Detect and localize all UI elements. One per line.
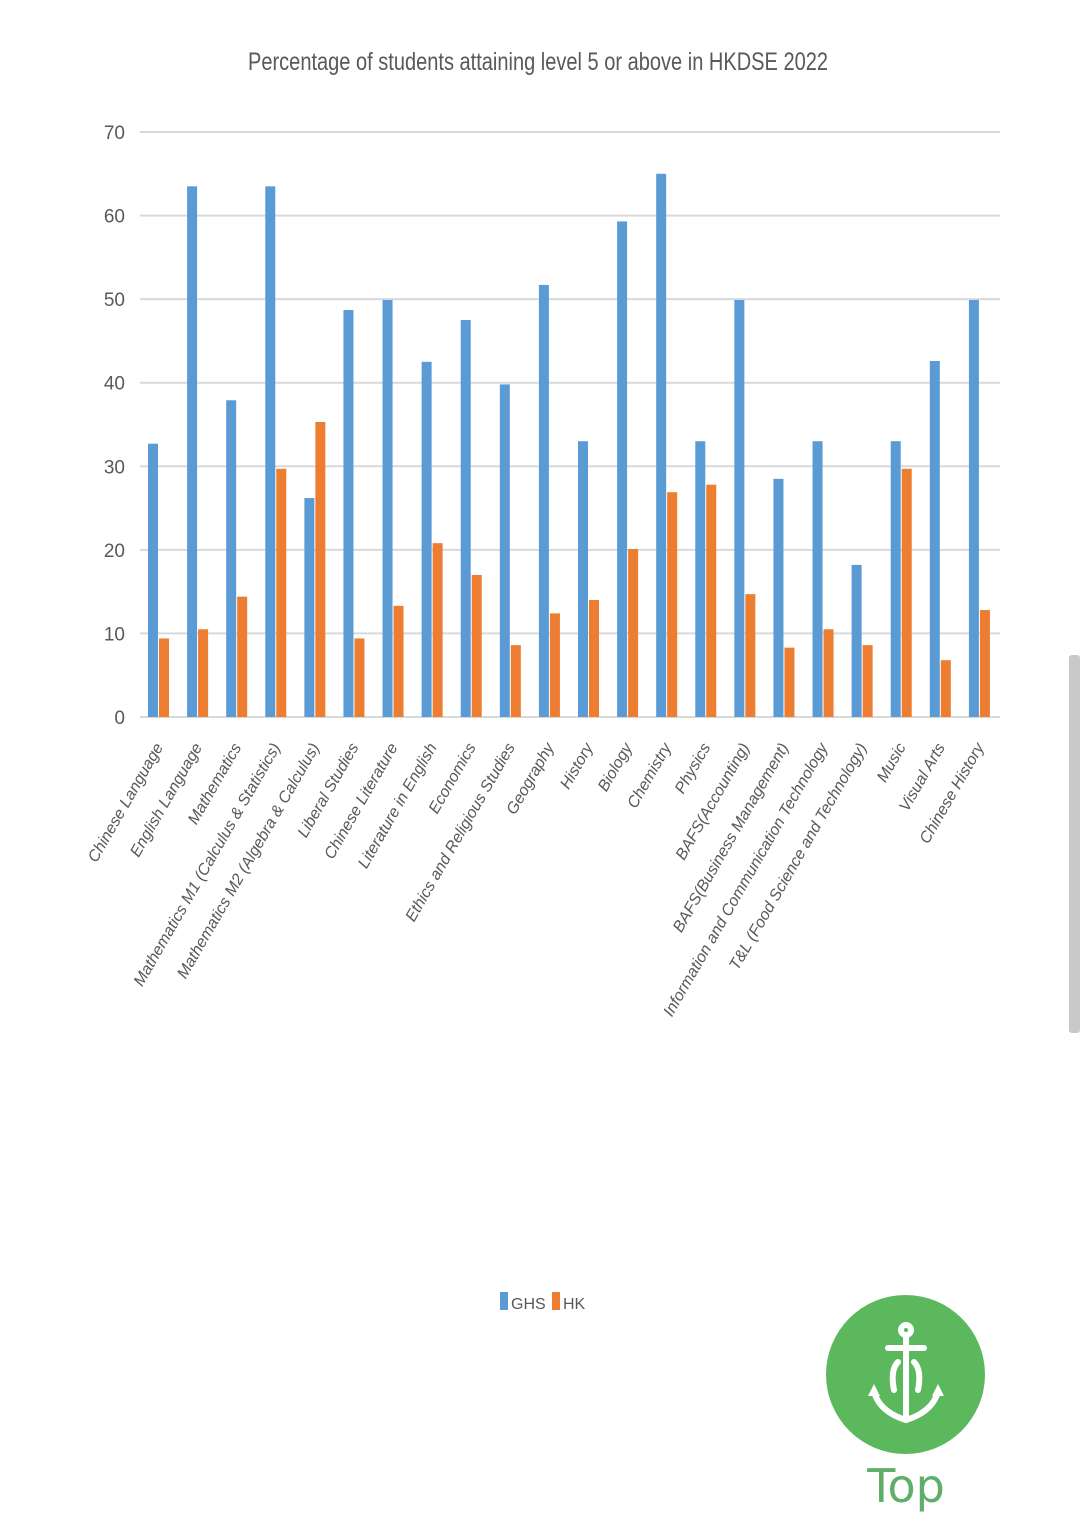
- bar-hk: [940, 660, 951, 717]
- bar-ghs: [343, 310, 354, 717]
- bar-ghs: [226, 400, 237, 717]
- bar-ghs: [617, 221, 628, 717]
- y-tick-label: 70: [104, 123, 125, 144]
- bar-ghs: [148, 443, 158, 717]
- top-button-label: Top: [867, 1459, 945, 1513]
- bars: [148, 173, 990, 718]
- bar-hk: [276, 468, 287, 717]
- y-tick-label: 30: [104, 457, 125, 478]
- y-tick-label: 0: [114, 708, 125, 729]
- anchor-icon: [867, 1321, 944, 1423]
- bar-ghs: [890, 441, 901, 717]
- y-tick-label: 20: [104, 541, 125, 562]
- bar-hk: [784, 647, 795, 717]
- bar-ghs: [499, 384, 510, 717]
- y-tick-label: 50: [104, 290, 125, 311]
- bar-hk: [589, 600, 599, 717]
- bar-ghs: [773, 478, 784, 717]
- y-axis-ticks: 0 10 20 30 40 50 60 70: [104, 123, 125, 729]
- legend-swatch: [552, 1292, 560, 1310]
- bar-hk: [198, 629, 209, 717]
- bar-hk: [745, 594, 756, 717]
- bar-ghs: [304, 498, 315, 717]
- bar-ghs: [851, 564, 862, 717]
- y-tick-label: 60: [104, 207, 125, 228]
- bar-ghs: [187, 186, 198, 718]
- x-tick-label: History: [557, 740, 597, 792]
- bar-hk: [901, 468, 912, 717]
- bar-ghs: [695, 441, 706, 717]
- legend-label: HK: [563, 1296, 586, 1313]
- legend: GHS HK: [500, 1292, 586, 1313]
- bar-hk: [471, 574, 482, 717]
- bar-hk: [354, 638, 365, 717]
- bar-ghs: [382, 299, 393, 717]
- legend-label: GHS: [511, 1296, 546, 1313]
- bar-ghs: [421, 361, 432, 717]
- x-tick-label: Chinese Literature: [321, 740, 401, 862]
- bar-hk: [667, 492, 678, 717]
- y-tick-label: 10: [104, 624, 125, 645]
- legend-swatch: [500, 1292, 508, 1310]
- chart-title: Percentage of students attaining level 5…: [248, 48, 828, 76]
- bar-ghs: [734, 299, 745, 717]
- top-button-circle[interactable]: [826, 1295, 985, 1454]
- bar-hk: [237, 596, 248, 717]
- scrollbar[interactable]: [1069, 655, 1080, 1033]
- bar-hk: [432, 543, 443, 717]
- bar-hk: [823, 629, 834, 717]
- bar-ghs: [460, 320, 471, 717]
- bar-ghs: [538, 284, 549, 717]
- x-tick-label: Music: [874, 741, 910, 786]
- bar-ghs: [812, 441, 823, 717]
- bar-ghs: [968, 299, 979, 717]
- x-tick-label: Physics: [672, 741, 714, 797]
- bar-hk: [706, 484, 717, 717]
- bar-hk: [393, 605, 404, 717]
- bar-hk: [628, 549, 639, 717]
- bar-hk: [862, 645, 873, 717]
- bar-hk: [510, 645, 521, 717]
- x-tick-label: English Language: [127, 740, 206, 860]
- bar-ghs: [265, 186, 276, 718]
- x-tick-label: Biology: [595, 740, 636, 795]
- bar-ghs: [578, 441, 588, 717]
- bar-ghs: [929, 360, 940, 717]
- back-to-top-button[interactable]: Top: [826, 1295, 986, 1515]
- bar-hk: [315, 421, 326, 717]
- bar-ghs: [656, 173, 667, 718]
- y-tick-label: 40: [104, 374, 125, 395]
- bar-hk: [159, 638, 169, 717]
- bar-hk: [549, 613, 560, 717]
- x-tick-label: Mathematics M1 (Calculus & Statistics): [131, 741, 284, 990]
- bar-hk: [979, 610, 990, 717]
